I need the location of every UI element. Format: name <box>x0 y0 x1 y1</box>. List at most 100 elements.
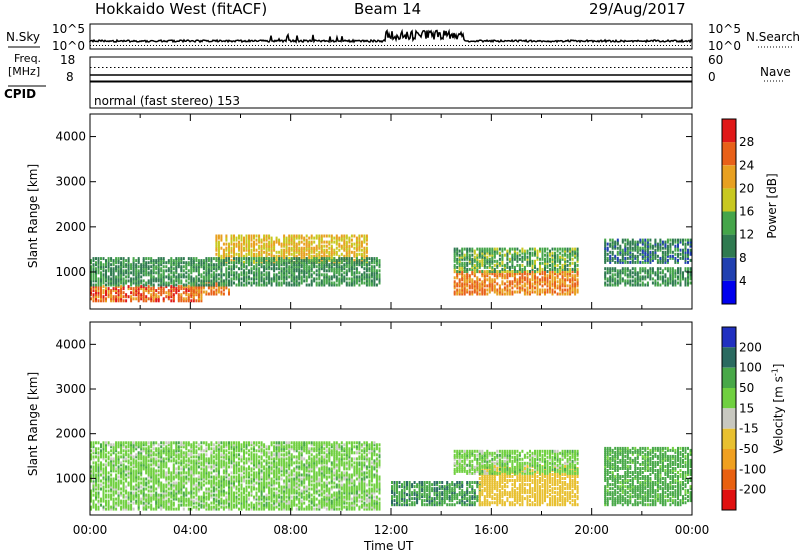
velocity-cell <box>147 449 150 453</box>
velocity-cell <box>157 501 160 505</box>
velocity-cell <box>142 449 145 453</box>
power-cell <box>295 250 298 254</box>
velocity-cell <box>170 503 173 507</box>
velocity-cell <box>122 469 125 473</box>
nave-dot <box>322 67 324 68</box>
power-cell <box>290 271 293 275</box>
power-cell <box>170 267 173 271</box>
power-cell <box>330 236 333 240</box>
power-cell <box>534 259 536 263</box>
power-cell <box>453 251 456 255</box>
power-cell <box>674 248 677 252</box>
power-cell <box>250 283 253 287</box>
noise-search-dot <box>324 45 325 46</box>
power-cell <box>185 263 188 267</box>
power-cell <box>483 265 486 269</box>
velocity-cell <box>120 455 123 459</box>
power-cell <box>127 279 130 283</box>
power-cell <box>105 271 107 275</box>
power-cell <box>295 254 298 258</box>
power-cell <box>684 256 687 260</box>
power-cell <box>684 252 687 256</box>
power-cell <box>157 261 160 265</box>
velocity-cell <box>152 463 155 467</box>
noise-search-dot <box>99 45 100 46</box>
velocity-cell <box>120 451 123 455</box>
power-cell <box>506 249 509 253</box>
velocity-cell <box>167 441 170 445</box>
power-cell <box>285 250 288 254</box>
power-cell <box>323 263 326 267</box>
power-cell <box>576 272 579 276</box>
noise-search-label: N.Search <box>746 30 800 44</box>
power-cell <box>529 253 531 257</box>
power-cell <box>238 283 240 287</box>
power-cell <box>478 278 481 282</box>
power-cell <box>373 267 376 271</box>
power-cell <box>368 277 371 281</box>
power-cell <box>200 297 203 301</box>
power-cell <box>368 273 371 277</box>
power-cell <box>488 276 491 280</box>
velocity-cell <box>142 495 145 499</box>
power-cell <box>243 257 245 261</box>
noise-search-dot <box>687 45 688 46</box>
velocity-cell <box>117 495 120 499</box>
power-cell <box>197 292 200 296</box>
power-cell <box>365 238 368 242</box>
power-cell <box>661 242 664 246</box>
velocity-cell <box>127 455 130 459</box>
power-cell <box>102 267 105 271</box>
power-cell <box>666 254 669 258</box>
noise-search-dot <box>528 45 529 46</box>
power-cell <box>621 250 624 254</box>
power-cell <box>360 275 363 279</box>
power-cell <box>549 288 551 292</box>
power-cell <box>624 269 627 273</box>
power-cell <box>689 240 692 244</box>
power-cell <box>333 267 336 271</box>
power-cell <box>127 275 130 279</box>
power-cell <box>536 249 539 253</box>
power-cell <box>300 246 303 250</box>
velocity-cell <box>130 485 133 489</box>
velocity-cell <box>180 449 183 453</box>
power-cell <box>177 259 180 263</box>
noise-search-dot <box>93 45 94 46</box>
power-cell <box>661 256 664 260</box>
power-cell <box>303 238 306 242</box>
velocity-cell <box>117 443 120 447</box>
power-cell <box>471 286 474 290</box>
power-cell <box>559 251 562 255</box>
power-cell <box>110 259 113 263</box>
velocity-cell <box>97 459 100 463</box>
power-cell <box>250 238 253 242</box>
power-cell <box>619 269 622 273</box>
velocity-cell <box>97 493 100 497</box>
velocity-cell <box>132 457 135 461</box>
power-cell <box>614 242 617 246</box>
power-cell <box>132 289 135 293</box>
nave-dot <box>302 67 304 68</box>
power-cell <box>335 250 338 254</box>
velocity-cell <box>137 445 140 449</box>
power-cell <box>225 242 228 246</box>
power-cell <box>559 267 562 271</box>
power-cell <box>135 259 138 263</box>
power-cell <box>661 277 664 281</box>
power-cell <box>486 247 489 251</box>
power-cell <box>516 278 519 282</box>
noise-search-dot <box>690 45 691 46</box>
power-cell <box>343 254 346 258</box>
power-cell <box>350 257 353 261</box>
power-cell <box>132 277 135 281</box>
power-cell <box>137 265 140 269</box>
noise-search-dot <box>426 45 427 46</box>
power-cell <box>521 270 524 273</box>
noise-search-dot <box>381 45 382 46</box>
power-cell <box>112 289 115 293</box>
velocity-cell <box>122 487 125 491</box>
power-cell <box>135 269 138 273</box>
power-cell <box>561 278 564 282</box>
power-cell <box>125 275 128 279</box>
